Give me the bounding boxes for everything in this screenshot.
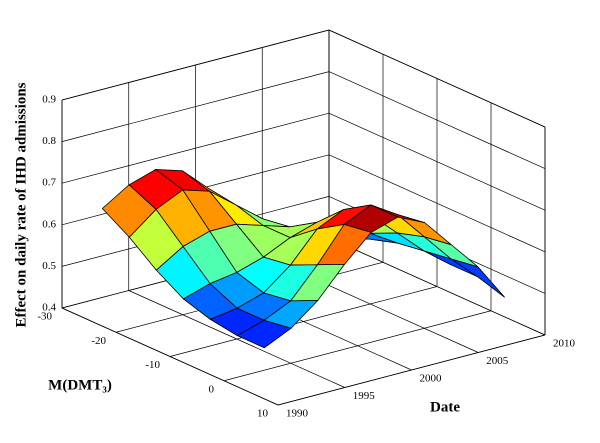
grid-line xyxy=(128,290,345,388)
z-tick-label: 0.4 xyxy=(42,302,56,314)
grid-line xyxy=(328,112,546,211)
y-tick-label: 1990 xyxy=(286,408,309,420)
z-tick-label: 0.9 xyxy=(42,94,56,106)
x-tick-label: 0 xyxy=(209,383,215,395)
grid-line xyxy=(328,237,546,336)
grid-line xyxy=(328,154,546,253)
grid-line xyxy=(61,307,279,406)
x-axis-label: M(DMT₃) xyxy=(48,377,112,393)
grid-line xyxy=(61,112,330,184)
grid-line xyxy=(328,29,546,128)
y-tick-label: 2005 xyxy=(486,355,509,367)
z-tick-label: 0.7 xyxy=(42,177,56,189)
grid-line xyxy=(328,71,546,169)
x-tick-label: -30 xyxy=(37,311,52,323)
grid-line xyxy=(61,71,330,142)
x-tick-label: -20 xyxy=(91,335,106,347)
x-tick-label: 10 xyxy=(257,408,269,420)
grid-line xyxy=(61,29,330,101)
z-tick-label: 0.8 xyxy=(42,135,56,147)
z-axis-label: Effect on daily rate of IHD admissions xyxy=(13,82,29,327)
y-axis-label: Date xyxy=(430,399,460,415)
y-tick-label: 2010 xyxy=(553,338,576,350)
z-tick-label: 0.6 xyxy=(42,218,56,230)
y-tick-label: 2000 xyxy=(420,373,443,385)
z-tick-label: 0.5 xyxy=(42,260,56,272)
surface-patch xyxy=(236,319,292,349)
x-tick-label: -10 xyxy=(145,359,160,371)
surface-patch xyxy=(450,258,505,298)
y-tick-label: 1995 xyxy=(353,390,376,402)
